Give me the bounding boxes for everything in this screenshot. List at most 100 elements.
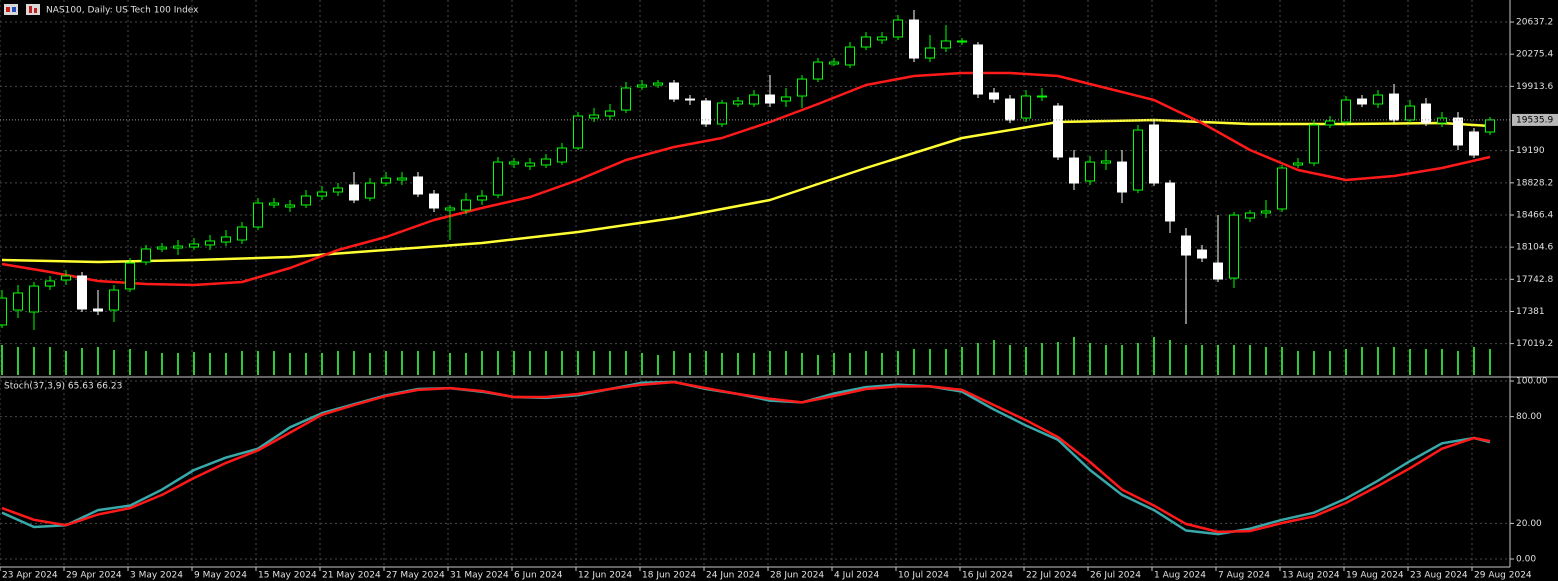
volume-bar — [65, 351, 67, 375]
y-tick-label: 18466.4 — [1516, 210, 1553, 220]
candle-body — [541, 158, 551, 166]
candle-body — [1181, 235, 1191, 256]
volume-bar — [97, 347, 99, 375]
candle-body — [765, 94, 775, 104]
candle-body — [1149, 124, 1159, 184]
header-icons — [4, 4, 40, 15]
volume-bar — [529, 351, 531, 375]
candle-body — [205, 240, 215, 246]
candle-body — [637, 84, 647, 88]
candle-body — [557, 147, 567, 163]
volume-bar — [1073, 337, 1075, 375]
candle-body — [237, 226, 247, 241]
volume-bar — [1233, 345, 1235, 375]
volume-bar — [1, 345, 3, 375]
volume-bar — [833, 353, 835, 375]
candle-body — [93, 308, 103, 312]
candle-body — [1261, 210, 1271, 214]
volume-bar — [497, 351, 499, 375]
x-tick-label: 15 May 2024 — [258, 571, 317, 581]
volume-bar — [1345, 349, 1347, 375]
volume-bar — [1009, 345, 1011, 375]
volume-bar — [753, 353, 755, 375]
y-tick-label: 100.00 — [1516, 377, 1548, 387]
x-tick-label: 12 Jun 2024 — [578, 571, 632, 581]
volume-bar — [625, 351, 627, 375]
volume-bar — [257, 351, 259, 375]
volume-bar — [673, 351, 675, 375]
indicator-line — [1, 380, 1491, 534]
candle-body — [893, 19, 903, 38]
volume-bar — [849, 353, 851, 375]
volume-bar — [609, 351, 611, 375]
volume-bar — [1121, 345, 1123, 375]
volume-bar — [81, 348, 83, 375]
x-tick-label: 4 Jul 2024 — [834, 571, 879, 581]
volume-bar — [369, 353, 371, 375]
candle-body — [157, 246, 167, 250]
candle-body — [1117, 161, 1127, 193]
volume-bar — [737, 353, 739, 375]
y-tick-label: 19913.6 — [1516, 82, 1553, 92]
volume-bar — [945, 349, 947, 375]
y-tick-label: 19190 — [1516, 146, 1545, 156]
x-tick-label: 29 Apr 2024 — [66, 571, 122, 581]
x-tick-label: 18 Jun 2024 — [642, 571, 696, 581]
candle-body — [1405, 105, 1415, 121]
indicator-line — [1, 118, 1491, 264]
candle-body — [509, 161, 519, 165]
volume-bar — [1313, 351, 1315, 375]
x-tick-label: 6 Jun 2024 — [514, 571, 563, 581]
volume-bar — [49, 347, 51, 375]
icon-part — [34, 8, 37, 13]
y-tick-label: 17019.2 — [1516, 339, 1553, 349]
candle-body — [1197, 249, 1207, 259]
candle-body — [797, 78, 807, 97]
x-tick-label: 13 Aug 2024 — [1282, 571, 1340, 581]
x-tick-label: 19 Aug 2024 — [1346, 571, 1404, 581]
y-tick-label: 17742.8 — [1516, 275, 1553, 285]
volume-bar — [593, 351, 595, 375]
candle-body — [13, 292, 23, 311]
candle-body — [781, 96, 791, 102]
volume-bar — [1377, 347, 1379, 375]
volume-bar — [1329, 351, 1331, 375]
candle-body — [285, 204, 295, 208]
x-tick-label: 9 May 2024 — [194, 571, 247, 581]
candle-body — [813, 61, 823, 80]
candle-body — [1005, 98, 1015, 121]
candle-body — [1021, 95, 1031, 119]
candle-body — [141, 248, 151, 263]
volume-bar — [33, 347, 35, 375]
candle-body — [301, 195, 311, 206]
volume-bar — [993, 340, 995, 375]
price-panel — [0, 10, 1510, 375]
x-tick-label: 28 Jun 2024 — [770, 571, 824, 581]
candle-body — [845, 46, 855, 66]
axes — [0, 0, 1558, 568]
volume-bar — [1473, 347, 1475, 375]
candle-body — [1245, 212, 1255, 219]
x-tick-label: 7 Aug 2024 — [1218, 571, 1270, 581]
candle-body — [973, 44, 983, 95]
candle-body — [1069, 157, 1079, 184]
volume-bar — [321, 353, 323, 375]
candle-body — [1053, 105, 1063, 158]
candle-body — [29, 285, 39, 313]
candle-body — [1309, 124, 1319, 164]
volume-bar — [193, 352, 195, 375]
volume-bar — [385, 351, 387, 375]
candle-body — [1453, 117, 1463, 146]
x-tick-label: 24 Jun 2024 — [706, 571, 760, 581]
x-tick-label: 27 May 2024 — [386, 571, 445, 581]
y-tick-label: 80.00 — [1516, 412, 1542, 422]
volume-bar — [913, 349, 915, 375]
candle-body — [445, 207, 455, 211]
volume-bar — [577, 351, 579, 375]
candle-body — [61, 275, 71, 281]
volume-bar — [961, 347, 963, 375]
candle-body — [493, 161, 503, 196]
candle-body — [605, 110, 615, 117]
